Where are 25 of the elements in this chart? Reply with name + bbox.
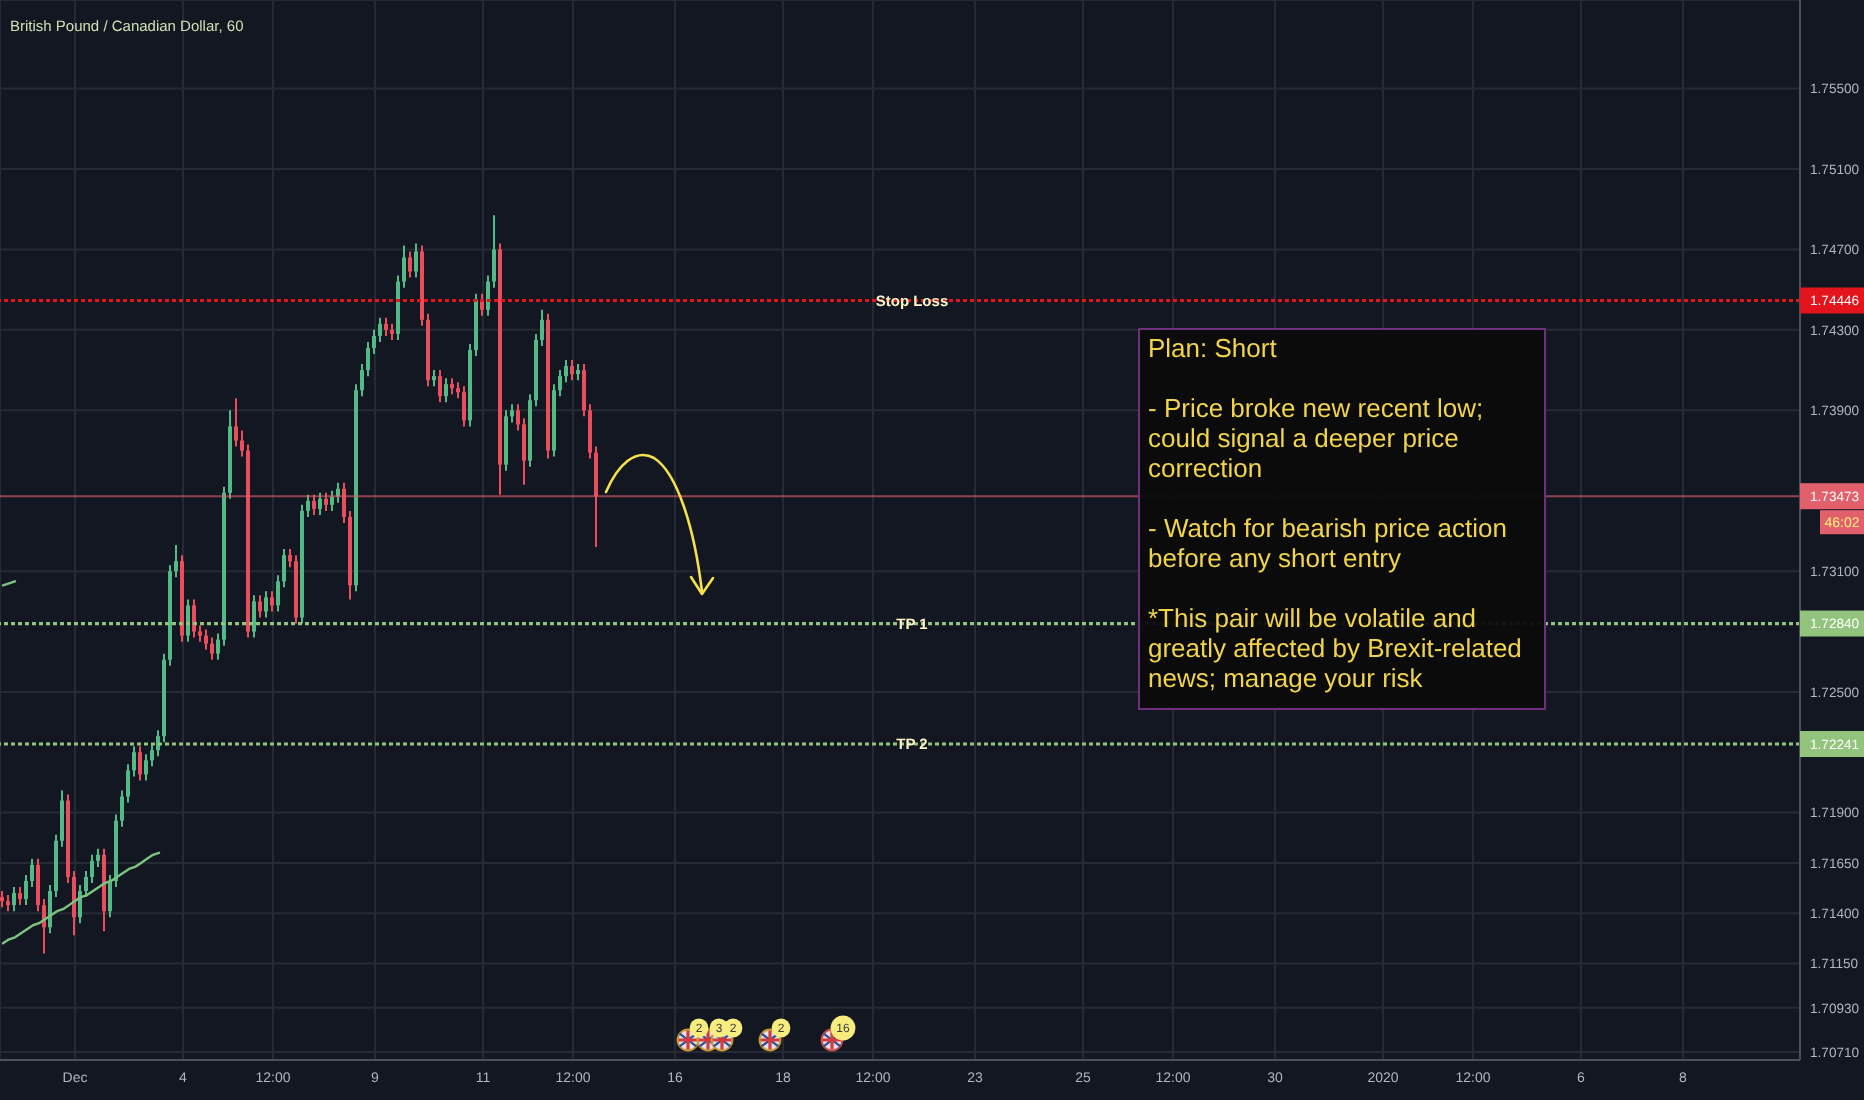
candlestick: [270, 590, 274, 613]
candlestick: [18, 886, 22, 907]
candlestick: [144, 753, 148, 782]
candlestick: [384, 316, 388, 337]
candlestick: [252, 594, 256, 639]
candlestick: [192, 598, 196, 639]
line-series: [1, 851, 161, 945]
candlestick: [318, 491, 322, 516]
candlestick: [186, 598, 190, 643]
candlestick: [12, 886, 16, 913]
candlestick: [408, 250, 412, 279]
candlestick: [444, 377, 448, 404]
candlestick: [210, 636, 214, 661]
text: Plan: Short - Price broke new recent low; could signal a deeper price correction - Watch for bearish price action before any short entry *This pair will be volatile and greatly affected by Brexit-related news; manage your risk: [1148, 333, 1522, 693]
candlestick: [336, 481, 340, 504]
candlestick: [414, 242, 418, 279]
candlestick: [330, 489, 334, 512]
candlestick: [264, 590, 268, 619]
candlestick: [258, 594, 262, 619]
candlestick: [438, 369, 442, 404]
candlestick: [312, 493, 316, 516]
candlestick: [570, 359, 574, 382]
candlestick: [138, 745, 142, 782]
candlestick: [324, 491, 328, 512]
candlestick: [462, 385, 466, 428]
